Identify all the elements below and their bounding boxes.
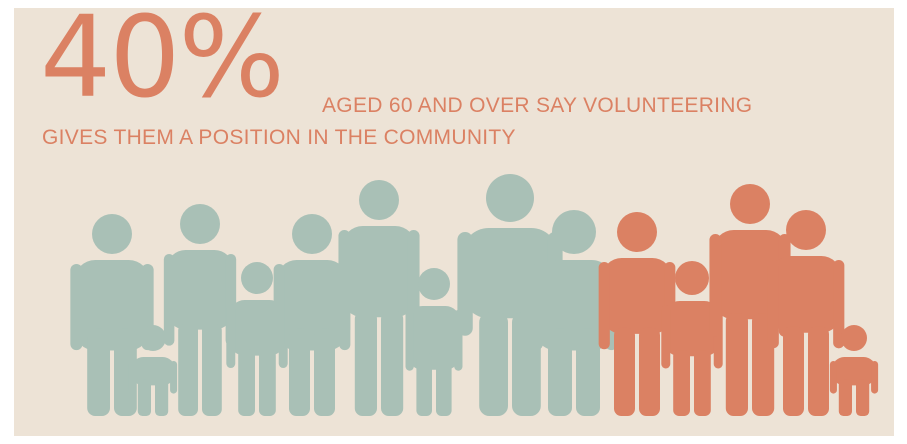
person-icon (661, 261, 723, 416)
headline-stat: 40% (40, 8, 285, 123)
person-icon (273, 214, 351, 416)
people-figures (70, 174, 879, 416)
person-icon (226, 262, 288, 416)
person-icon (338, 180, 420, 416)
headline-line-1: AGED 60 AND OVER SAY VOLUNTEERING (322, 94, 753, 117)
person-icon (767, 210, 845, 416)
headline-line-2: GIVES THEM A POSITION IN THE COMMUNITY (42, 126, 516, 149)
person-icon (598, 212, 676, 416)
person-icon (405, 268, 463, 416)
person-icon (163, 204, 237, 416)
infographic-card: 40% AGED 60 AND OVER SAY VOLUNTEERING GI… (14, 8, 894, 436)
person-icon (829, 325, 879, 416)
person-icon (128, 325, 178, 416)
